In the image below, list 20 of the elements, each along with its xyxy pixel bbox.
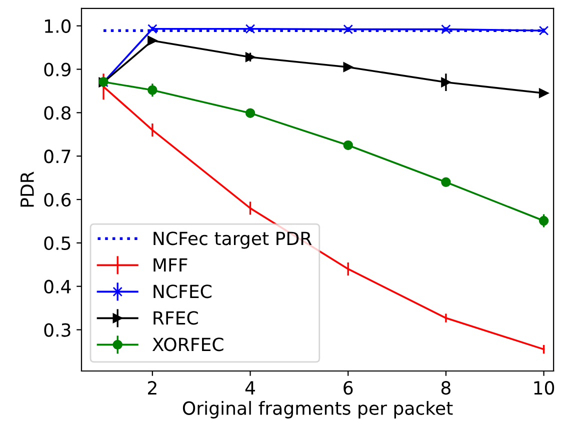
y-tick-label: 1.0 xyxy=(45,19,71,33)
y-tick-label: 0.6 xyxy=(44,192,71,207)
legend-label: NCFEC xyxy=(154,284,212,298)
y-tick-label: 0.7 xyxy=(44,150,70,164)
legend-label: XORFEC xyxy=(152,338,224,352)
legend-label: NCFec target PDR xyxy=(154,232,312,249)
x-tick-label: 10 xyxy=(534,381,554,395)
x-tick-label: 4 xyxy=(245,381,255,394)
y-tick-label: 0.8 xyxy=(44,106,71,120)
x-tick-label: 2 xyxy=(148,381,156,394)
legend-label: RFEC xyxy=(154,311,198,325)
legend-label: MFF xyxy=(154,258,188,272)
y-tick-label: 0.5 xyxy=(44,236,70,250)
y-tick-label: 0.4 xyxy=(44,280,71,294)
y-axis-title: PDR xyxy=(20,172,34,207)
x-tick-label: 8 xyxy=(441,381,450,395)
x-axis-title: Original fragments per packet xyxy=(182,400,453,418)
y-tick-label: 0.9 xyxy=(44,62,70,76)
x-tick-label: 6 xyxy=(344,381,353,395)
y-tick-label: 0.3 xyxy=(44,323,70,337)
